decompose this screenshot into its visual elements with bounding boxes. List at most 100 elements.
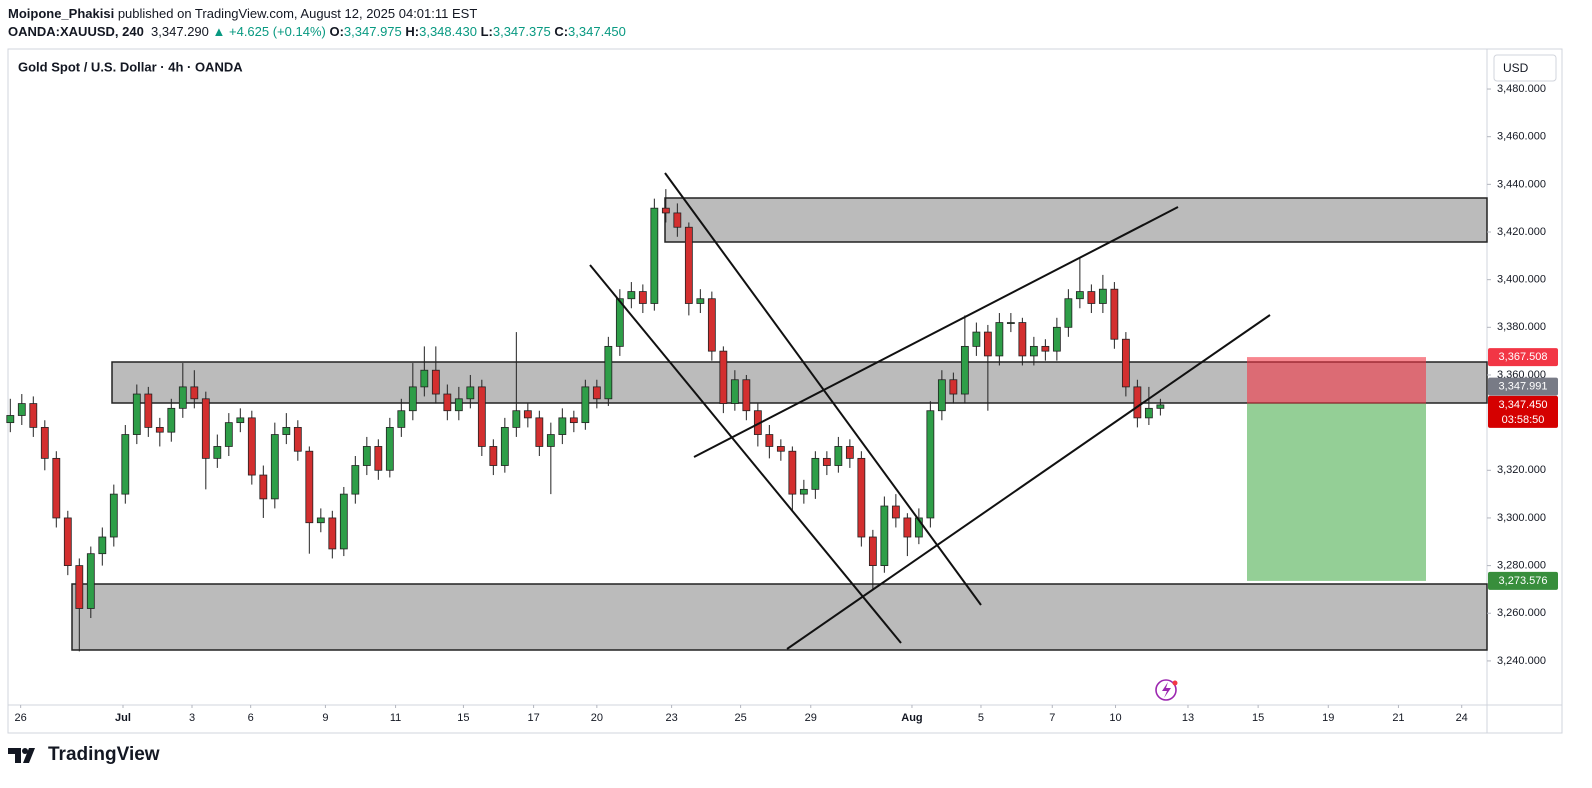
candle-body: [259, 474, 268, 500]
price-tag: [1488, 377, 1558, 396]
currency-button[interactable]: [1493, 54, 1557, 82]
candle-body: [523, 410, 532, 419]
trend-lines: [589, 172, 1271, 650]
x-tick-label: 7: [1049, 712, 1055, 724]
candle-body: [40, 426, 49, 459]
candle-body: [569, 417, 578, 424]
x-tick-label: 10: [1109, 712, 1121, 724]
candle-body: [270, 434, 279, 500]
price-tag-label: 3,367.508: [1499, 351, 1548, 363]
candle-body: [546, 434, 555, 447]
x-tick-label: 24: [1456, 712, 1468, 724]
candle-body: [190, 386, 199, 400]
candle-body: [937, 379, 946, 412]
drawings: [71, 197, 1488, 651]
ohlc-key: H:: [405, 24, 420, 39]
x-tick-label: 5: [978, 712, 984, 724]
candle-body: [696, 298, 705, 304]
y-tick-label: 3,480.000: [1497, 83, 1546, 95]
candle-body: [52, 457, 61, 519]
candle-body: [236, 417, 245, 424]
candle-body: [822, 457, 831, 466]
candle-body: [615, 298, 624, 347]
candle-body: [466, 386, 475, 400]
x-tick-label: 21: [1392, 712, 1404, 724]
candle-body: [75, 565, 84, 609]
x-tick-label: Jul: [115, 712, 131, 724]
candle-body: [1121, 338, 1130, 388]
trend-line: [786, 314, 1271, 650]
last-price: 3,347.290: [151, 24, 209, 39]
y-tick-label: 3,380.000: [1497, 321, 1546, 333]
x-tick-label: 17: [527, 712, 539, 724]
candle-body: [650, 207, 659, 304]
candle-body: [604, 345, 613, 400]
candle-body: [1006, 322, 1015, 324]
ohlc-value: 3,347.975: [343, 24, 402, 39]
candle-body: [1098, 288, 1107, 304]
candle-body: [121, 434, 130, 495]
countdown: 03:58:50: [1502, 414, 1545, 426]
x-tick-label: Aug: [901, 712, 922, 724]
candle-body: [1110, 288, 1119, 340]
candle-body: [29, 403, 38, 428]
candle-body: [397, 410, 406, 428]
currency: USD: [1503, 61, 1529, 75]
candle-body: [1156, 404, 1165, 409]
candle-body: [742, 379, 751, 412]
stop-zone: [1247, 357, 1426, 404]
candle-body: [6, 415, 15, 424]
trend-line: [693, 206, 1179, 458]
price-tag: [1488, 395, 1558, 428]
publish-line: Moipone_Phakisi published on TradingView…: [8, 6, 477, 21]
candle-body: [891, 505, 900, 519]
footer: TradingView: [8, 744, 160, 766]
price-tag-label: 3,347.450: [1499, 399, 1548, 411]
x-tick-label: 20: [591, 712, 603, 724]
candle-body: [627, 291, 636, 300]
candle-body: [581, 386, 590, 424]
chart: Gold Spot / U.S. Dollar · 4h · OANDA USD…: [6, 48, 1563, 734]
candle-body: [489, 446, 498, 466]
y-tick-label: 3,240.000: [1497, 655, 1546, 667]
x-tick-label: 26: [15, 712, 27, 724]
published: published on TradingView.com, August 12,…: [117, 6, 478, 21]
y-tick-label: 3,440.000: [1497, 178, 1546, 190]
trend-line: [589, 264, 902, 644]
candle-body: [1087, 291, 1096, 304]
candle-body: [983, 331, 992, 357]
candle-body: [1052, 326, 1061, 352]
y-tick-label: 3,260.000: [1497, 607, 1546, 619]
candle-body: [926, 410, 935, 519]
candle-body: [420, 369, 429, 388]
x-tick-label: 15: [1252, 712, 1264, 724]
ohlc-value: 3,348.430: [419, 24, 477, 39]
x-tick-label: 3: [189, 712, 195, 724]
x-tick-label: 13: [1182, 712, 1194, 724]
axes: 3,240.000 3,260.000 3,280.000 3,300.000 3,32…: [15, 83, 1558, 724]
candle-body: [719, 350, 728, 404]
price-tag: [1488, 571, 1558, 590]
candle-body: [661, 207, 670, 214]
candle-body: [385, 426, 394, 471]
candle-body: [811, 457, 820, 490]
y-tick-label: 3,400.000: [1497, 274, 1546, 286]
candle-body: [638, 291, 647, 304]
x-tick-label: 25: [734, 712, 746, 724]
x-tick-label: 23: [665, 712, 677, 724]
candle-body: [500, 426, 509, 466]
candle-body: [558, 417, 567, 435]
brand: TradingView: [48, 744, 160, 765]
candle-body: [454, 398, 463, 412]
candle-body: [351, 465, 360, 495]
x-tick-label: 29: [805, 712, 817, 724]
candle-body: [63, 517, 72, 567]
candle-body: [868, 536, 877, 567]
candle-body: [707, 298, 716, 352]
candle-body: [293, 426, 302, 452]
candle-body: [339, 493, 348, 550]
ohlc-key: L:: [480, 24, 493, 39]
flash-icon[interactable]: [1155, 679, 1178, 701]
change: ▲ +4.625 (+0.14%): [212, 24, 326, 39]
candle-body: [845, 446, 854, 459]
